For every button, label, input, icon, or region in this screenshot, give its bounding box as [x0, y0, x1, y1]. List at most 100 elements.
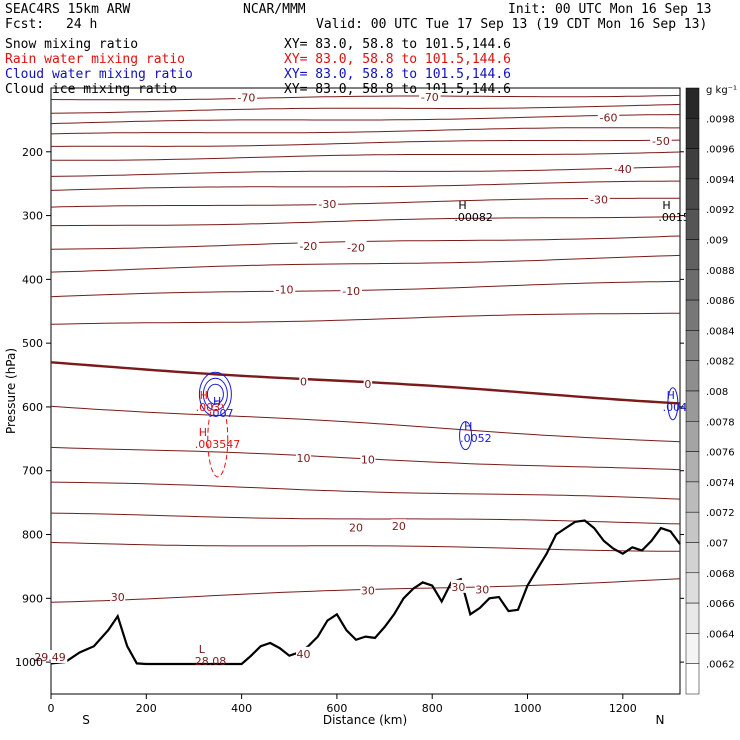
rain-water-contour [207, 400, 229, 478]
isotherm-label: -50 [652, 135, 670, 148]
isotherm-label: -70 [421, 91, 439, 104]
colorbar-swatch [685, 208, 700, 240]
feature-marker: H [199, 426, 207, 439]
feature-marker: H [200, 389, 208, 402]
colorbar-swatch [685, 118, 700, 149]
field-name: Cloud water mixing ratio [5, 67, 193, 82]
colorbar-swatch [685, 330, 700, 361]
colorbar-tick-label: .0062 [706, 660, 735, 671]
x-tick-label: 600 [326, 702, 347, 715]
colorbar-swatch [685, 572, 700, 604]
colorbar-tick-label: .007 [706, 539, 728, 550]
isotherm-label: 30 [111, 591, 125, 604]
isotherm-label-bg [612, 162, 634, 176]
colorbar-tick-label: .0074 [706, 478, 735, 489]
isotherm-label: 30 [361, 585, 375, 598]
isotherm-label-bg [419, 89, 441, 103]
isotherm-label-bg [273, 282, 296, 296]
colorbar-tick-label: .0068 [706, 569, 735, 580]
isotherm-label: -30 [590, 194, 608, 207]
x-tick-label: 400 [231, 702, 252, 715]
y-tick-label: 800 [22, 529, 43, 542]
isotherm-line [50, 280, 681, 298]
isotherm-label: -20 [347, 241, 365, 254]
y-tick-label: 400 [22, 273, 43, 286]
y-tick-label: 700 [22, 465, 43, 478]
colorbar-swatch [685, 421, 700, 452]
isotherm-line [50, 127, 680, 135]
isotherm-line [50, 541, 680, 552]
y-tick-label: 1000 [15, 656, 43, 669]
colorbar-swatch [685, 542, 700, 574]
isotherm-line [50, 94, 681, 101]
isotherm-label-bg [650, 133, 672, 147]
header: SEAC4RS 15km ARW NCAR/MMM Init: 00 UTC M… [5, 2, 712, 97]
isotherm-label-bg [296, 646, 312, 660]
colorbar-swatch [685, 390, 700, 422]
colorbar-tick-label: .0096 [706, 145, 735, 156]
isotherm-label: 0 [300, 375, 307, 388]
colorbar-tick-label: .0082 [706, 357, 735, 368]
feature-marker: H [662, 199, 670, 212]
y-tick-label: 200 [22, 146, 43, 159]
isotherm-label-bg [316, 197, 339, 211]
valid-time: Valid: 00 UTC Tue 17 Sep 13 (19 CDT Mon … [316, 17, 707, 32]
colorbar-swatch [685, 239, 700, 271]
plot-frame [50, 87, 681, 695]
cloud-contours [198, 371, 679, 478]
y-tick-label: 300 [22, 210, 43, 223]
isotherm-label-bg [345, 240, 367, 254]
isotherm-label: 30 [451, 581, 465, 594]
colorbar-swatch [685, 360, 700, 392]
isotherm-label-bg [348, 520, 364, 534]
org-name: NCAR/MMM [243, 2, 306, 17]
y-axis-label: Pressure (hPa) [4, 348, 18, 434]
terrain-line [50, 519, 681, 666]
colorbar-tick-label: .0072 [706, 508, 735, 519]
isotherm-lines [50, 94, 681, 603]
isotherm-label: 10 [297, 452, 311, 465]
field-legend: Snow mixing ratio XY= 83.0, 58.8 to 101.5… [5, 37, 511, 97]
colorbar-swatch [685, 178, 700, 210]
colorbar: .0098 .0096 .0094 .0092 .009 .0088 .0086 .0084.… [685, 87, 735, 695]
isotherm-line [50, 197, 680, 208]
isotherm-label-bg [450, 579, 466, 593]
isotherm-label: 10 [361, 453, 375, 466]
colorbar-unit: g kg⁻¹ [706, 85, 737, 96]
colorbar-tick-label: .0088 [706, 266, 735, 277]
cloud-water-contour [198, 371, 232, 417]
isotherm-label: -40 [614, 163, 632, 176]
colorbar-swatch [685, 269, 700, 301]
init-time: Init: 00 UTC Mon 16 Sep 13 [508, 2, 712, 17]
colorbar-tick-label: .0076 [706, 448, 735, 459]
isotherm-label-bg [588, 192, 610, 206]
isotherm-label: 0 [364, 378, 371, 391]
isotherm-label: -30 [318, 198, 336, 211]
fcst-value: 24 h [66, 17, 97, 32]
colorbar-swatch [685, 299, 700, 331]
field-xy: XY= 83.0, 58.8 to 101.5,144.6 [284, 67, 511, 82]
feature-value: .00082 [454, 211, 493, 224]
colorbar-swatch [685, 602, 700, 634]
field-xy: XY= 83.0, 58.8 to 101.5,144.6 [284, 52, 511, 67]
isotherm-label-bg [360, 452, 376, 466]
x-tick-label: 1000 [514, 702, 542, 715]
isotherm-line [50, 405, 681, 443]
isotherm-label: 29.49 [34, 651, 66, 664]
isotherm-label: 40 [297, 648, 311, 661]
feature-value: .007 [209, 407, 234, 420]
feature-marker: H [667, 389, 675, 402]
feature-value: .003 [196, 401, 221, 414]
endpoint-left-label: S [82, 713, 90, 727]
colorbar-swatch [685, 148, 700, 180]
isotherm-label-bg [235, 90, 258, 104]
feature-value: .0015 [658, 211, 690, 224]
model-name: SEAC4RS 15km ARW [5, 2, 130, 17]
colorbar-tick-label: .0084 [706, 326, 735, 337]
colorbar-tick-label: .009 [706, 236, 728, 247]
endpoint-right-label: N [656, 713, 665, 727]
isotherm-label-bg [340, 283, 362, 297]
isotherm-line [50, 180, 680, 191]
colorbar-swatch [685, 451, 700, 483]
